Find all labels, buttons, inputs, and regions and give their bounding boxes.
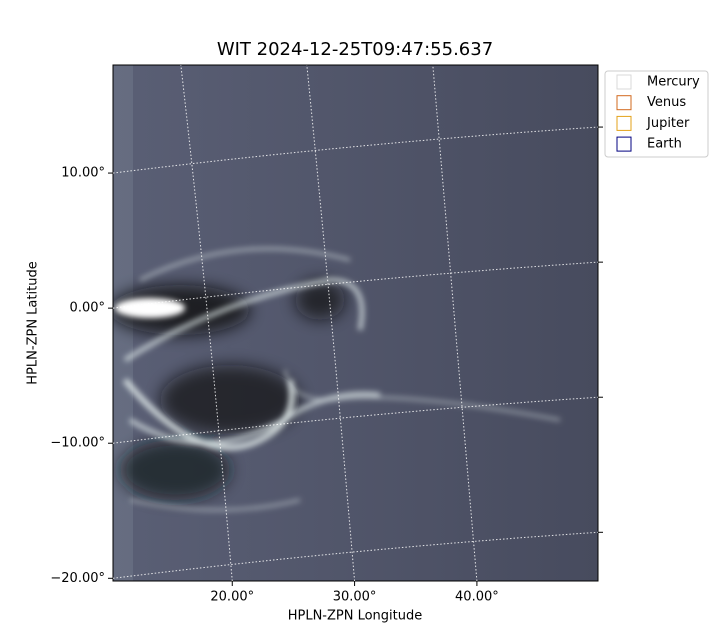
x-axis-label: HPLN-ZPN Longitude: [288, 609, 423, 624]
legend-label: Jupiter: [646, 116, 690, 131]
legend-label: Earth: [647, 137, 682, 152]
chart-title: WIT 2024-12-25T09:47:55.637: [217, 39, 493, 60]
y-tick-label: −10.00°: [50, 436, 105, 451]
legend-label: Venus: [647, 95, 686, 110]
grid-line: [432, 64, 478, 582]
legend-box: [604, 70, 709, 158]
grid-line: [112, 531, 599, 579]
grid-line: [112, 396, 599, 444]
grid-line: [112, 261, 599, 309]
legend-swatch: [616, 115, 632, 131]
x-tick-label: 30.00°: [333, 590, 377, 605]
grid-line: [112, 126, 599, 174]
y-tick-label: −20.00°: [50, 571, 105, 586]
y-axis-label: HPLN-ZPN Latitude: [26, 261, 41, 384]
x-tick-label: 20.00°: [210, 590, 254, 605]
x-tick-label: 40.00°: [455, 590, 499, 605]
plot-frame: [112, 64, 599, 582]
y-tick-label: 0.00°: [70, 301, 105, 316]
legend-label: Mercury: [647, 75, 700, 90]
y-tick-label: 10.00°: [61, 166, 105, 181]
legend-swatch: [616, 136, 632, 152]
image: [113, 65, 598, 581]
grid-line: [180, 64, 233, 582]
legend-swatch: [616, 74, 632, 90]
legend-swatch: [616, 95, 632, 111]
grid-line: [306, 64, 356, 582]
legend: Mercury Venus Jupiter Earth: [604, 70, 709, 158]
